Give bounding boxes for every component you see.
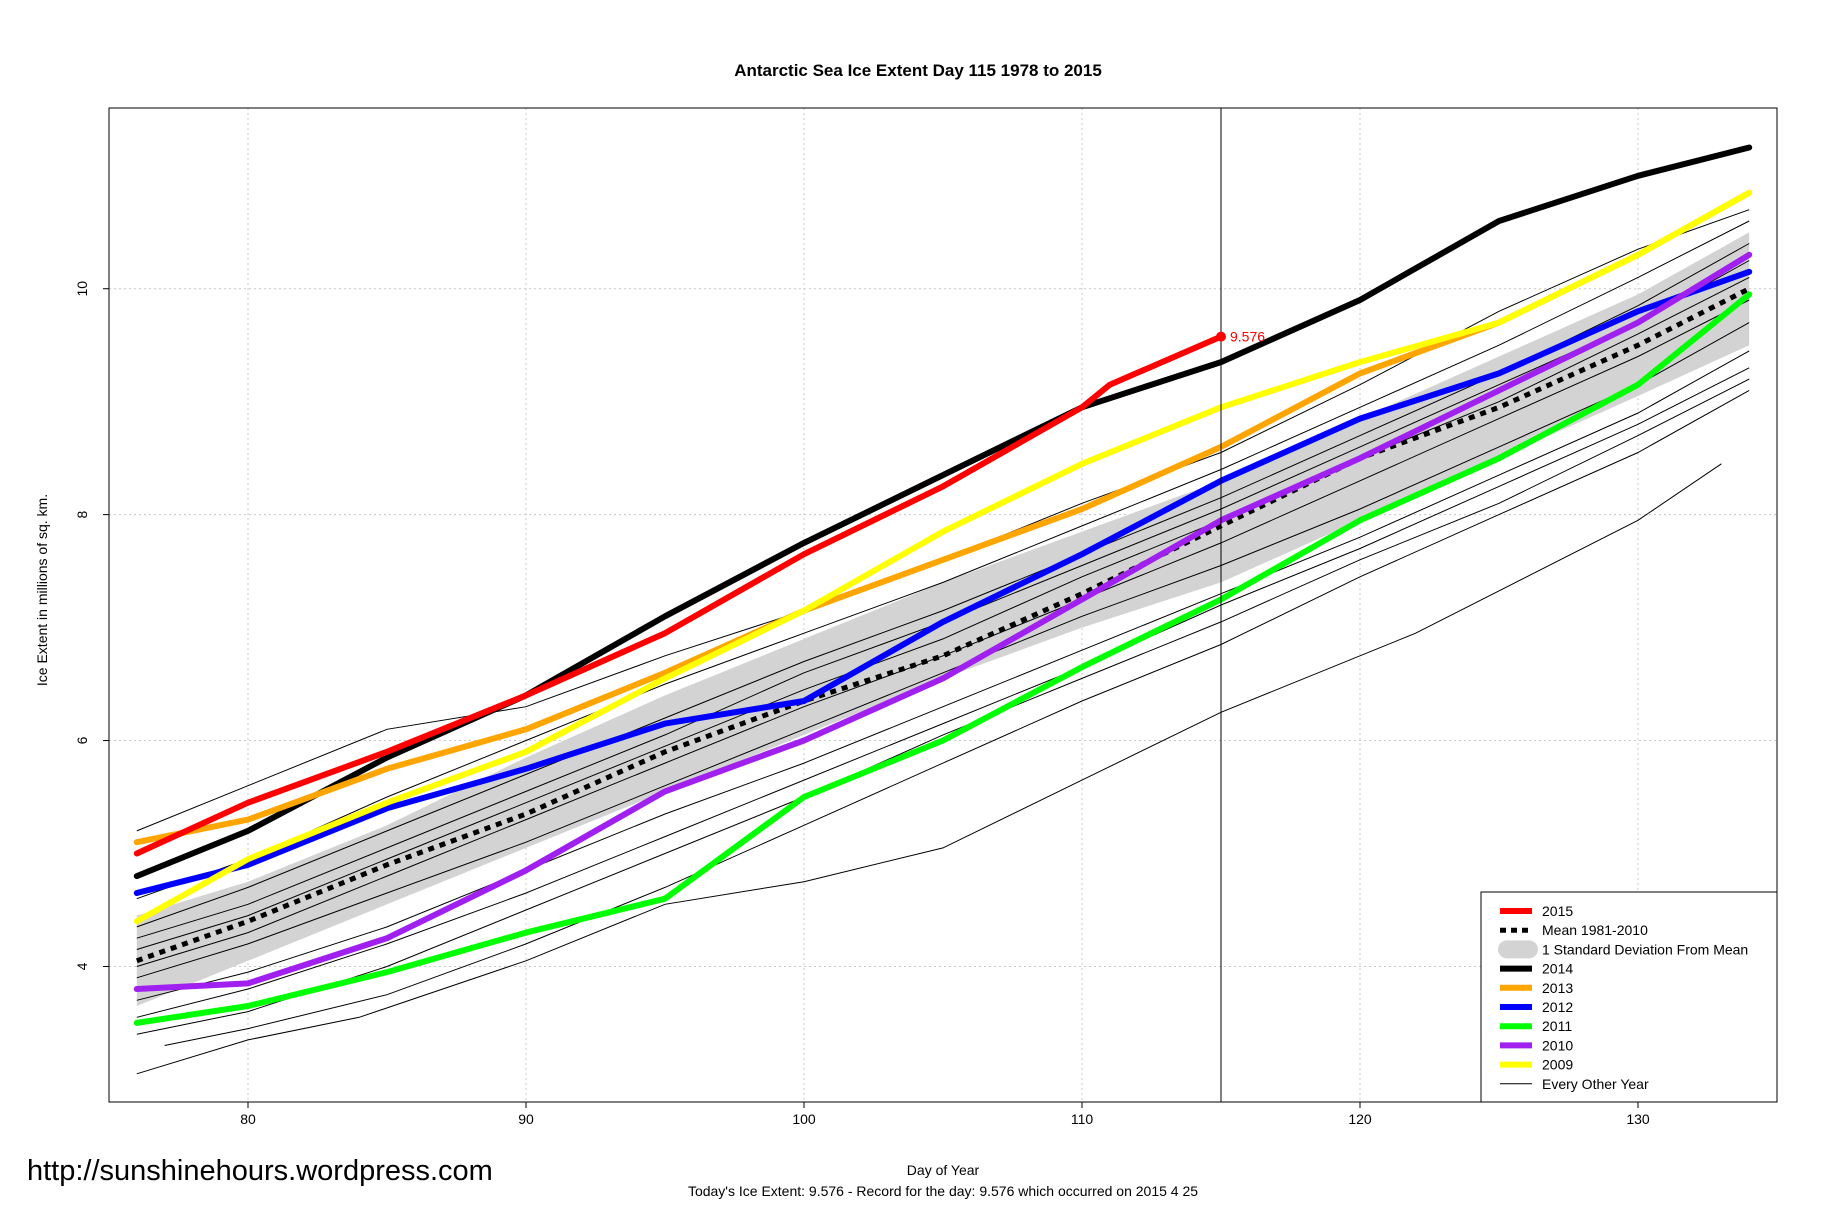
x-axis: 80 90 100 110 120 130 [240, 1102, 1650, 1127]
legend-label: 2012 [1542, 999, 1573, 1015]
footer-text: Today's Ice Extent: 9.576 - Record for t… [688, 1183, 1198, 1199]
legend-label: 2009 [1542, 1057, 1573, 1073]
series-line-2009 [133, 189, 1753, 925]
series-layer [133, 144, 1753, 1026]
other-year-line [164, 389, 1750, 1046]
x-axis-label: Day of Year [907, 1162, 980, 1178]
series-line-2011 [133, 291, 1753, 1026]
legend-label: 2011 [1542, 1018, 1572, 1034]
x-tick-label: 90 [518, 1111, 534, 1127]
series-line-2012 [133, 268, 1753, 896]
legend-label: 2010 [1542, 1037, 1573, 1053]
y-axis-label: Ice Extent in millions of sq. km. [34, 494, 50, 686]
series-line-2013 [133, 189, 1753, 846]
plot-frame [108, 107, 1778, 1103]
mean-layer [135, 286, 1751, 964]
series-line-2014 [133, 144, 1753, 880]
y-tick-label: 8 [74, 511, 90, 519]
x-tick-label: 120 [1348, 1111, 1372, 1127]
other-year-line [136, 322, 1750, 979]
current-value-point [1216, 331, 1226, 342]
x-tick-label: 100 [792, 1111, 816, 1127]
other-year-line [136, 350, 1750, 1001]
other-year-line [136, 276, 1750, 950]
x-tick-label: 130 [1626, 1111, 1650, 1127]
current-value-label: 9.576 [1230, 329, 1265, 345]
y-tick-label: 10 [74, 281, 90, 297]
mean-line [135, 286, 1751, 964]
other-year-line [136, 220, 1750, 900]
series-line-2015 [133, 333, 1224, 857]
other-year-line [136, 463, 1722, 1075]
y-tick-label: 6 [74, 736, 90, 744]
other-year-line [136, 378, 1750, 1035]
source-url[interactable]: http://sunshinehours.wordpress.com [27, 1155, 493, 1187]
legend-label: 2015 [1542, 903, 1573, 919]
annotation-layer: 9.576 [1216, 108, 1265, 1102]
legend-label: Every Other Year [1542, 1076, 1649, 1092]
x-tick-label: 110 [1071, 1111, 1094, 1127]
y-axis: 4 6 8 10 [74, 281, 109, 970]
series-line-2010 [133, 251, 1753, 992]
other-years-layer [136, 209, 1750, 1075]
legend-label: 2013 [1542, 980, 1573, 996]
chart-title: Antarctic Sea Ice Extent Day 115 1978 to… [734, 61, 1102, 80]
x-tick-label: 80 [240, 1111, 256, 1127]
legend-label: 1 Standard Deviation From Mean [1542, 941, 1748, 957]
y-tick-label: 4 [74, 962, 90, 970]
other-year-line [136, 367, 1750, 1018]
legend-label: Mean 1981-2010 [1542, 922, 1648, 938]
legend-swatch [1498, 940, 1538, 959]
legend: 2015 Mean 1981-2010 1 Standard Deviation F… [1480, 891, 1778, 1103]
legend-label: 2014 [1542, 961, 1573, 977]
other-year-line [136, 299, 1750, 967]
